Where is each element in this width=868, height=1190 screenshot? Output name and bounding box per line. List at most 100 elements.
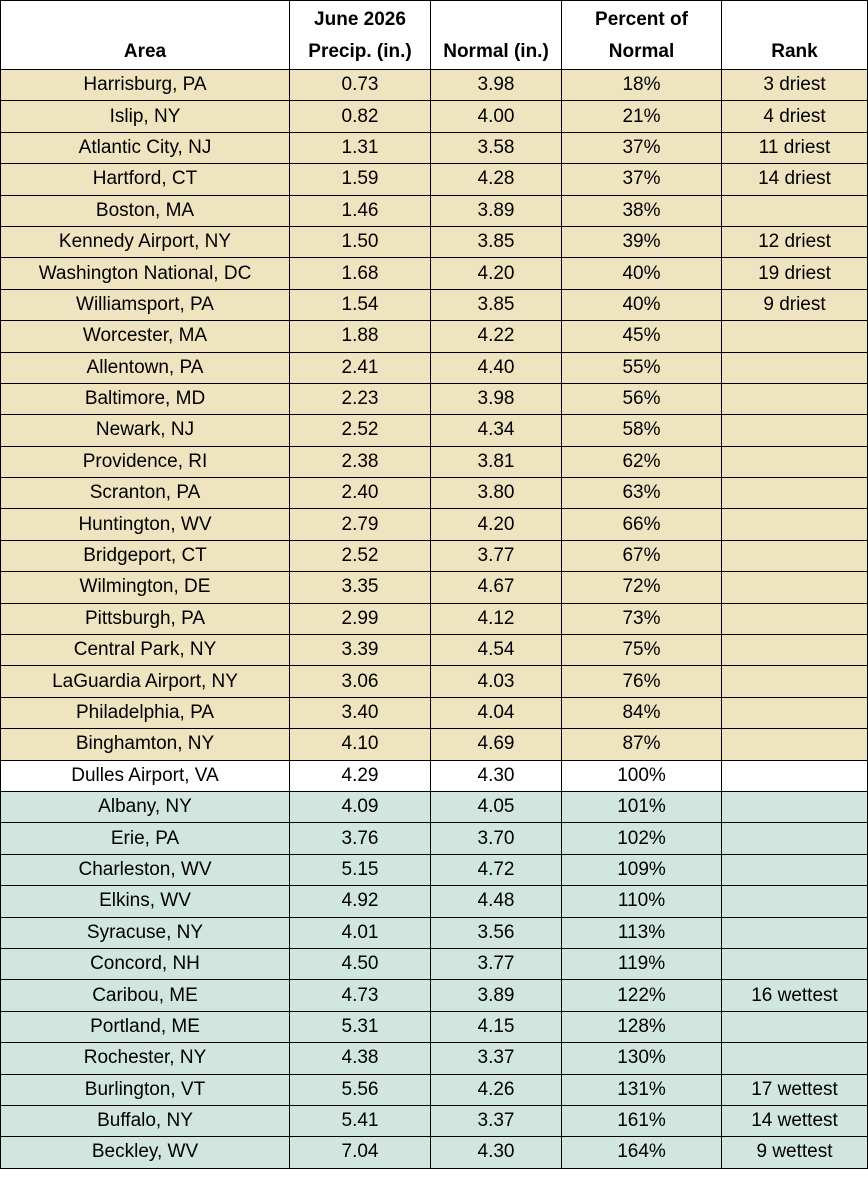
cell-normal: 4.20 [430,508,562,541]
cell-precip: 4.73 [289,979,431,1012]
cell-area: Buffalo, NY [0,1104,290,1138]
cell-normal: 4.15 [430,1010,562,1044]
cell-normal: 4.72 [430,853,562,887]
cell-normal: 4.05 [430,790,562,824]
header-percent: Percent of Normal [561,0,722,70]
cell-precip: 5.15 [289,853,431,887]
cell-area: Harrisburg, PA [0,68,290,102]
cell-percent: 110% [561,885,722,918]
cell-area: Philadelphia, PA [0,696,290,730]
cell-percent: 119% [561,947,722,981]
cell-area: Islip, NY [0,100,290,133]
cell-rank [721,602,868,636]
table-body: Harrisburg, PA 0.73 3.98 18% 3 driest Islip, … [0,68,868,1169]
cell-precip: 1.46 [289,194,431,227]
cell-percent: 40% [561,257,722,290]
cell-rank [721,351,868,384]
cell-percent: 73% [561,602,722,636]
table-row: Williamsport, PA 1.54 3.85 40% 9 driest [0,288,868,322]
cell-area: Bridgeport, CT [0,539,290,573]
cell-percent: 128% [561,1010,722,1044]
cell-area: LaGuardia Airport, NY [0,665,290,698]
cell-percent: 113% [561,916,722,949]
cell-rank [721,916,868,949]
cell-rank [721,382,868,416]
table-row: Worcester, MA 1.88 4.22 45% [0,320,868,353]
cell-area: Allentown, PA [0,351,290,384]
table-row: Beckley, WV 7.04 4.30 164% 9 wettest [0,1136,868,1169]
cell-percent: 67% [561,539,722,573]
cell-rank: 17 wettest [721,1073,868,1106]
table-row: Hartford, CT 1.59 4.28 37% 14 driest [0,163,868,196]
header-rank: Rank [721,0,868,70]
cell-precip: 2.23 [289,382,431,416]
table-row: Kennedy Airport, NY 1.50 3.85 39% 12 driest [0,225,868,259]
cell-rank [721,696,868,730]
cell-precip: 3.06 [289,665,431,698]
cell-normal: 3.56 [430,916,562,949]
table-row: Providence, RI 2.38 3.81 62% [0,445,868,479]
cell-rank [721,445,868,479]
table-row: Pittsburgh, PA 2.99 4.12 73% [0,602,868,636]
cell-rank [721,759,868,792]
cell-percent: 62% [561,445,722,479]
cell-area: Williamsport, PA [0,288,290,322]
cell-percent: 37% [561,131,722,165]
cell-area: Burlington, VT [0,1073,290,1106]
cell-rank [721,790,868,824]
cell-percent: 164% [561,1136,722,1169]
cell-area: Kennedy Airport, NY [0,225,290,259]
cell-precip: 4.10 [289,728,431,761]
table-row: Caribou, ME 4.73 3.89 122% 16 wettest [0,979,868,1012]
cell-normal: 3.77 [430,539,562,573]
cell-area: Charleston, WV [0,853,290,887]
cell-percent: 72% [561,571,722,604]
cell-percent: 131% [561,1073,722,1106]
cell-normal: 4.12 [430,602,562,636]
cell-percent: 58% [561,414,722,447]
cell-rank: 4 driest [721,100,868,133]
cell-precip: 0.73 [289,68,431,102]
cell-percent: 38% [561,194,722,227]
table-row: Bridgeport, CT 2.52 3.77 67% [0,539,868,573]
cell-area: Beckley, WV [0,1136,290,1169]
cell-rank: 14 driest [721,163,868,196]
cell-normal: 4.22 [430,320,562,353]
cell-percent: 84% [561,696,722,730]
header-normal: Normal (in.) [430,0,562,70]
cell-percent: 76% [561,665,722,698]
cell-percent: 122% [561,979,722,1012]
header-rank-label: Rank [771,41,818,62]
cell-area: Huntington, WV [0,508,290,541]
cell-normal: 4.00 [430,100,562,133]
cell-precip: 4.29 [289,759,431,792]
cell-normal: 4.54 [430,634,562,667]
cell-precip: 3.39 [289,634,431,667]
cell-area: Binghamton, NY [0,728,290,761]
cell-normal: 4.30 [430,1136,562,1169]
cell-area: Providence, RI [0,445,290,479]
cell-precip: 1.88 [289,320,431,353]
cell-precip: 2.52 [289,539,431,573]
cell-precip: 5.56 [289,1073,431,1106]
cell-percent: 45% [561,320,722,353]
table-row: Philadelphia, PA 3.40 4.04 84% [0,696,868,730]
table-row: Wilmington, DE 3.35 4.67 72% [0,571,868,604]
cell-precip: 2.41 [289,351,431,384]
table-row: Central Park, NY 3.39 4.54 75% [0,634,868,667]
cell-area: Hartford, CT [0,163,290,196]
cell-area: Scranton, PA [0,477,290,510]
table-row: Concord, NH 4.50 3.77 119% [0,947,868,981]
cell-normal: 3.70 [430,822,562,855]
cell-normal: 4.20 [430,257,562,290]
table-row: Scranton, PA 2.40 3.80 63% [0,477,868,510]
cell-precip: 2.38 [289,445,431,479]
header-percent-line2: Normal [608,41,675,62]
cell-area: Portland, ME [0,1010,290,1044]
header-normal-label: Normal (in.) [443,41,549,62]
cell-normal: 4.69 [430,728,562,761]
cell-rank [721,1010,868,1044]
header-area-label: Area [123,41,167,62]
cell-rank [721,885,868,918]
